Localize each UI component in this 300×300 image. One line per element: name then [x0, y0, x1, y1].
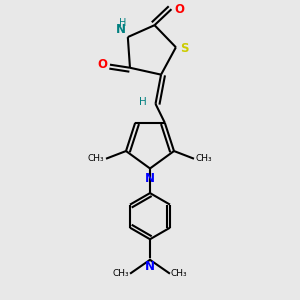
Text: N: N: [116, 22, 126, 35]
Text: CH₃: CH₃: [171, 268, 187, 278]
Text: N: N: [145, 172, 155, 185]
Text: H: H: [119, 19, 126, 28]
Text: O: O: [98, 58, 107, 71]
Text: O: O: [174, 3, 184, 16]
Text: CH₃: CH₃: [88, 154, 104, 163]
Text: CH₃: CH₃: [196, 154, 212, 163]
Text: H: H: [139, 97, 147, 107]
Text: N: N: [145, 260, 155, 273]
Text: S: S: [180, 42, 188, 55]
Text: CH₃: CH₃: [113, 268, 129, 278]
